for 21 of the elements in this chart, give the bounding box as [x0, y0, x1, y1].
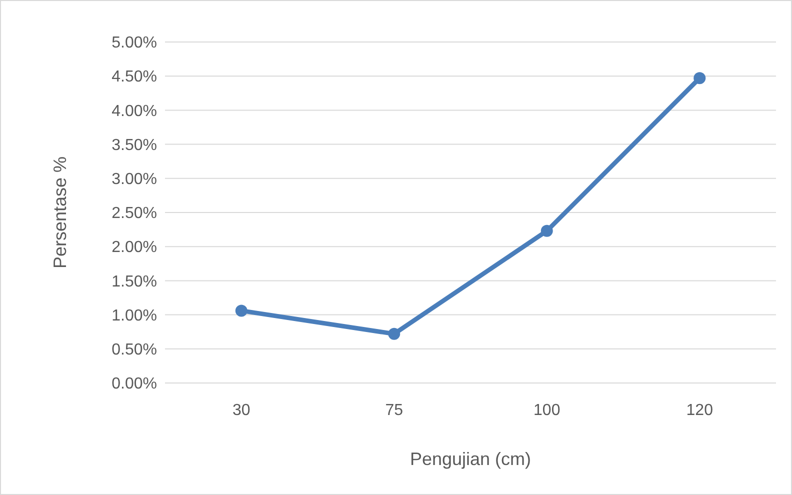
y-tick-label: 4.50% [112, 68, 157, 86]
point [235, 304, 248, 317]
x-tick-label: 120 [686, 402, 714, 419]
y-tick-label: 5.00% [112, 34, 157, 52]
x-axis-title: Pengujian (cm) [410, 449, 532, 469]
y-tick-label: 2.00% [112, 239, 157, 256]
x-tick-label: 30 [232, 402, 250, 419]
y-tick-label: 2.50% [112, 205, 157, 222]
y-tick-label: 4.00% [112, 102, 157, 120]
point [388, 328, 400, 340]
y-axis-title: Persentase % [50, 156, 70, 269]
y-tick-label: 3.50% [112, 136, 157, 154]
y-tick-label: 1.00% [112, 307, 157, 324]
y-tick-label: 3.00% [112, 171, 157, 188]
y-tick-label: 1.50% [112, 273, 157, 290]
point [540, 224, 553, 237]
y-tick-label: 0.00% [112, 376, 157, 393]
x-tick-label: 100 [534, 402, 560, 419]
x-tick-label: 75 [385, 402, 404, 419]
y-tick-label: 0.50% [112, 342, 157, 358]
point [694, 72, 706, 84]
